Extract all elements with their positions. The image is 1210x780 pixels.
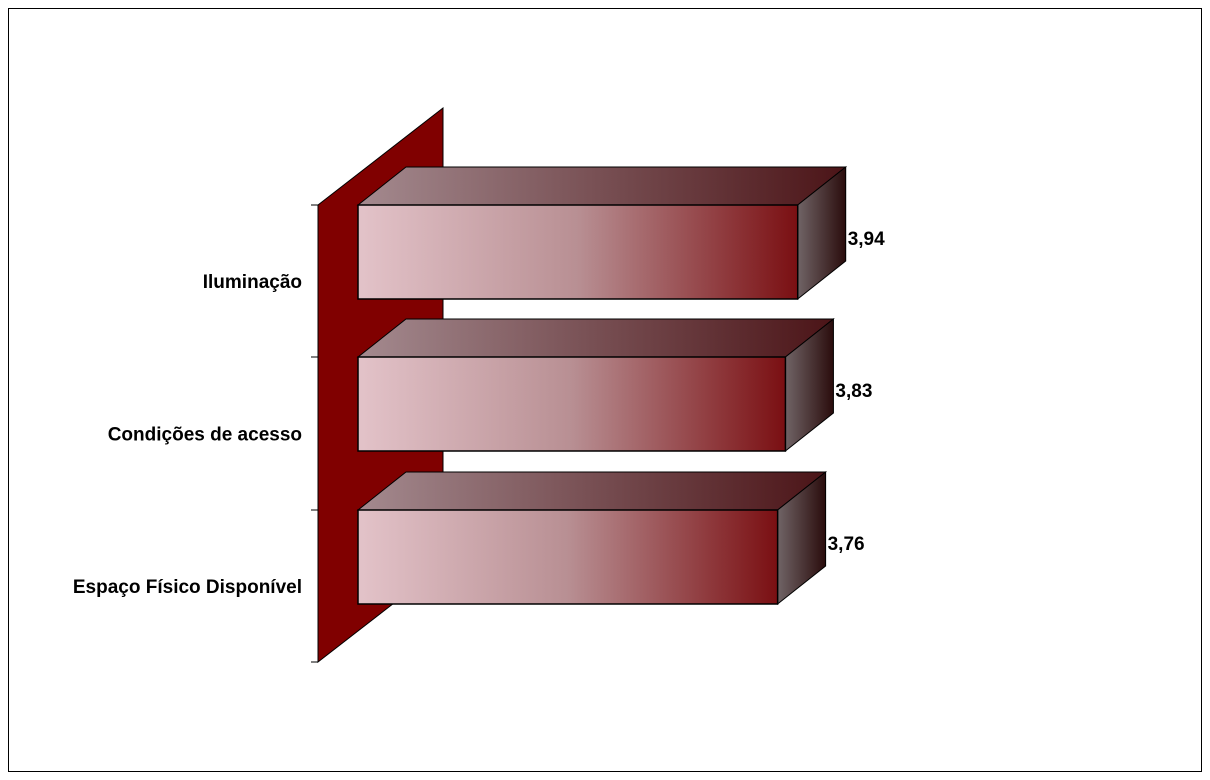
bar-front-face bbox=[357, 204, 799, 300]
category-label: Espaço Físico Disponível bbox=[73, 577, 302, 598]
bar bbox=[356, 470, 828, 606]
bar bbox=[356, 165, 848, 301]
bar-front-face bbox=[357, 509, 779, 605]
category-label: Iluminação bbox=[203, 272, 302, 293]
bar-top-face bbox=[356, 166, 848, 206]
bar-top-face bbox=[356, 318, 835, 358]
bar-front-face bbox=[357, 356, 787, 452]
bar bbox=[356, 317, 835, 453]
data-label: 3,94 bbox=[848, 229, 885, 250]
data-label: 3,83 bbox=[835, 381, 872, 402]
bar-top-face bbox=[356, 471, 828, 511]
data-label: 3,76 bbox=[828, 534, 865, 555]
category-label: Condições de acesso bbox=[108, 425, 302, 446]
